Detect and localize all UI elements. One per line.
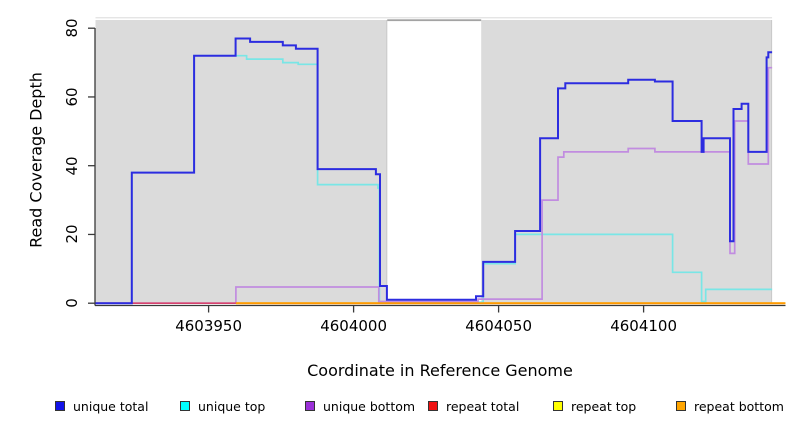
panel-top-hairline [95,17,773,19]
legend-swatch-icon [55,401,65,411]
x-axis-title: Coordinate in Reference Genome [307,361,573,380]
y-tick-label: 60 [63,87,81,107]
y-tick-label: 40 [63,156,81,176]
legend-swatch-icon [553,401,563,411]
series-line-unique-bottom [95,66,773,305]
series-line-unique-total [95,37,773,305]
legend-swatch-icon [676,401,686,411]
legend-label: unique bottom [323,398,416,414]
gap-connector-line [387,19,482,22]
x-tick-label: 4604000 [320,317,387,335]
legend-swatch-icon [180,401,190,411]
legend-item-unique-bottom: unique bottom [305,398,416,414]
y-axis-title: Read Coverage Depth [26,72,46,248]
x-tick-label: 4604100 [610,317,677,335]
legend-label: unique total [73,398,149,414]
legend-label: repeat total [446,398,520,414]
legend-item-repeat-total: repeat total [428,398,520,414]
shaded-region [95,20,388,304]
legend-item-unique-top: unique top [180,398,266,414]
legend-swatch-icon [428,401,438,411]
legend-item-repeat-bottom: repeat bottom [676,398,784,414]
legend-swatch-icon [305,401,315,411]
x-tick-label: 4604050 [465,317,532,335]
y-tick-label: 20 [63,224,81,244]
legend-item-unique-total: unique total [55,398,149,414]
legend-label: repeat bottom [694,398,784,414]
legend-label: unique top [198,398,266,414]
y-tick-label: 80 [63,18,81,38]
legend-item-repeat-top: repeat top [553,398,637,414]
shaded-region [481,20,773,304]
x-tick-label: 4603950 [175,317,242,335]
y-tick-label: 0 [63,298,81,308]
legend-label: repeat top [571,398,637,414]
